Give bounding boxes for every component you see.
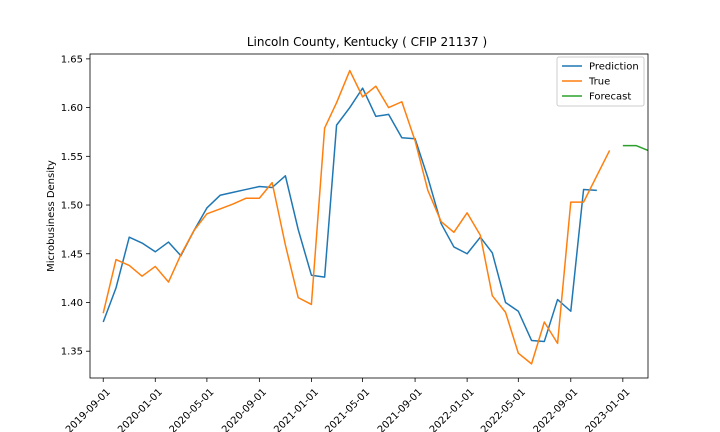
legend-label-forecast: Forecast [589, 92, 631, 103]
series-layer [102, 69, 649, 365]
y-tick-label: 1.40 [61, 298, 83, 309]
y-tick-label: 1.35 [61, 347, 83, 358]
x-tick-label: 2021-01-01 [272, 387, 321, 432]
x-tick-label: 2020-09-01 [220, 387, 269, 432]
x-tick-label: 2020-05-01 [168, 387, 217, 432]
x-tick-label: 2019-09-01 [64, 387, 113, 432]
x-tick-label: 2021-09-01 [376, 387, 425, 432]
y-tick-label: 1.55 [61, 152, 83, 163]
y-axis: 1.35 1.40 1.45 1.50 1.55 1.60 1.65 [61, 54, 90, 358]
x-tick-label: 2020-01-01 [116, 387, 165, 432]
chart-title: Lincoln County, Kentucky ( CFIP 21137 ) [247, 35, 487, 49]
x-tick-label: 2022-01-01 [428, 387, 477, 432]
series-line-true [102, 69, 611, 365]
y-tick-label: 1.45 [61, 249, 83, 260]
legend-frame [556, 56, 645, 107]
x-tick-label: 2022-09-01 [532, 387, 581, 432]
legend: Prediction True Forecast [556, 56, 645, 107]
x-tick-label: 2021-05-01 [323, 387, 372, 432]
plot-frame [89, 53, 649, 379]
x-tick-label: 2022-05-01 [479, 387, 528, 432]
legend-label-prediction: Prediction [589, 62, 639, 73]
series-line-forecast [622, 144, 649, 152]
y-tick-label: 1.65 [61, 54, 83, 65]
x-axis: 2019-09-01 2020-01-01 2020-05-01 2020-09-01… [64, 378, 632, 432]
x-tick-label: 2023-01-01 [584, 387, 633, 432]
y-tick-label: 1.50 [61, 201, 83, 212]
y-tick-label: 1.60 [61, 103, 83, 114]
y-axis-label: Microbusiness Density [46, 160, 57, 272]
series-line-prediction [102, 87, 597, 343]
legend-label-true: True [588, 77, 610, 88]
